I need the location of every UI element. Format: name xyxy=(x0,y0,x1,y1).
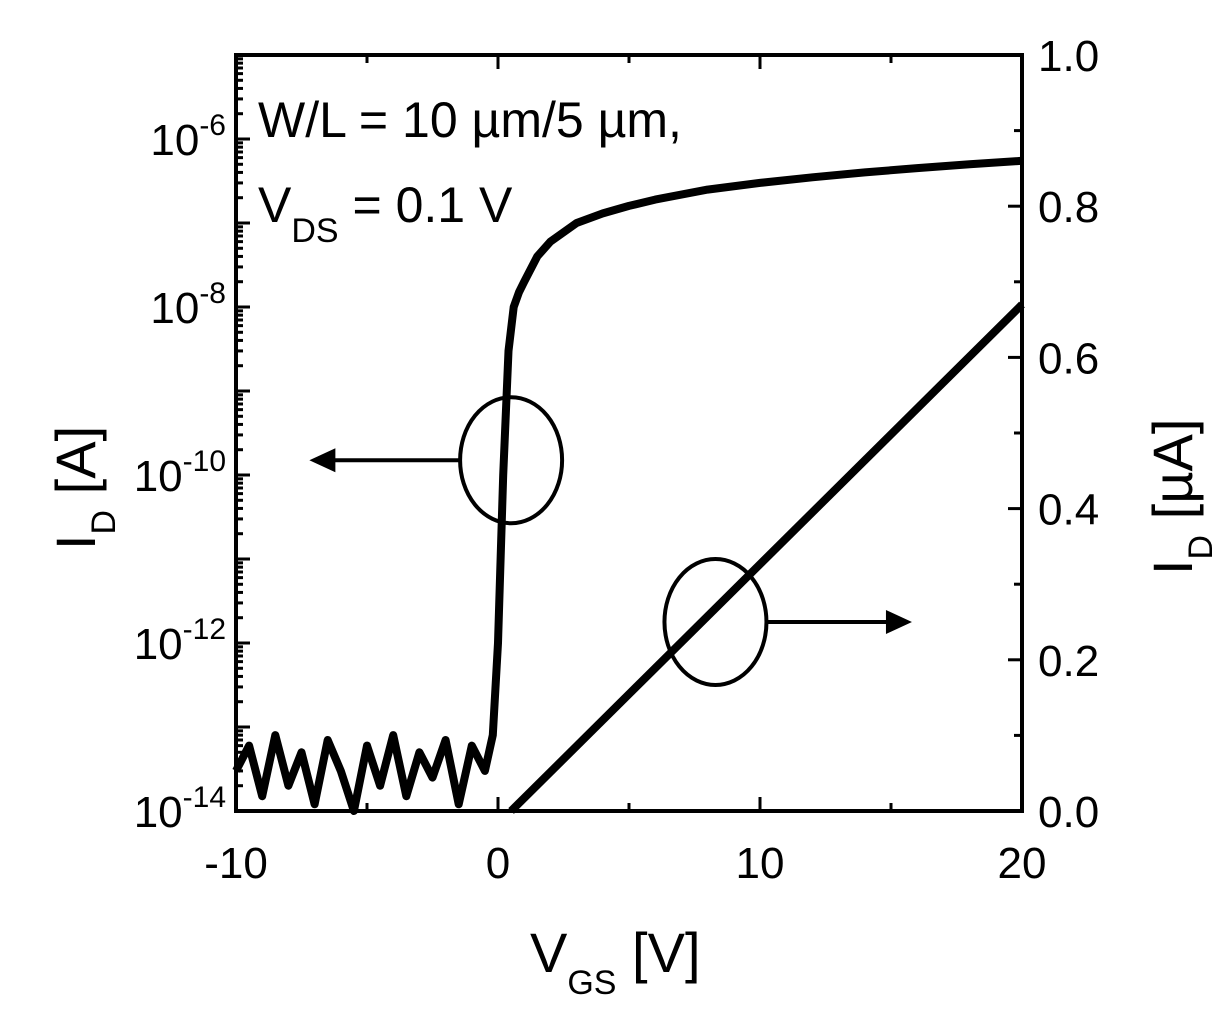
y-right-tick-label: 0.8 xyxy=(1038,183,1099,232)
y-right-tick-label: 0.0 xyxy=(1038,788,1099,837)
x-tick-label: 0 xyxy=(486,839,510,888)
x-tick-label: 20 xyxy=(998,839,1047,888)
y-right-title-sub: D xyxy=(1182,535,1219,560)
y-left-title-sub: D xyxy=(85,510,123,535)
tick-base: 10 xyxy=(134,788,183,837)
tick-base: 10 xyxy=(134,452,183,501)
data-curves xyxy=(232,156,1025,815)
y-left-tick-label: 10-6 xyxy=(150,109,226,165)
y-right-title-main: I xyxy=(1141,559,1204,575)
marker-ellipse xyxy=(458,395,565,526)
tick-exponent: -10 xyxy=(183,445,226,478)
y-right-title-rest: [µA] xyxy=(1141,419,1204,535)
x-tick-labels: -10 0 10 20 xyxy=(204,839,1046,888)
y-left-tick-label: 10-8 xyxy=(150,277,226,333)
marker-ellipse xyxy=(662,557,769,687)
arrow-left-head xyxy=(309,448,336,473)
tick-marks xyxy=(234,53,1024,813)
y-left-tick-label: 10-10 xyxy=(134,445,226,501)
y-right-axis-title: ID [µA] xyxy=(1141,419,1219,575)
x-axis-title-sub: GS xyxy=(567,964,616,1002)
tick-base: 10 xyxy=(150,284,199,333)
y-right-tick-labels: 0.0 0.2 0.4 0.6 0.8 1.0 xyxy=(1038,32,1099,837)
x-tick-label: 10 xyxy=(736,839,785,888)
arrow-right-head xyxy=(885,610,912,634)
annotation-line-1: W/L = 10 µm/5 µm, xyxy=(258,92,682,148)
x-axis-title-main: V xyxy=(530,921,568,984)
linear-transfer-curve xyxy=(508,301,1025,814)
x-tick-label: -10 xyxy=(204,839,268,888)
tick-base: 10 xyxy=(134,620,183,669)
log-transfer-curve xyxy=(232,156,1023,815)
y-right-tick-label: 0.4 xyxy=(1038,486,1099,535)
y-left-tick-label: 10-12 xyxy=(134,613,226,669)
tick-exponent: -12 xyxy=(183,613,226,646)
x-axis-title-rest: [V] xyxy=(616,921,700,984)
tick-exponent: -8 xyxy=(199,277,226,310)
y-left-title-rest: [A] xyxy=(44,426,107,510)
y-left-axis-title: ID [A] xyxy=(44,426,123,550)
y-left-title-main: I xyxy=(44,534,107,550)
annotation-line-2: VDS = 0.1 V xyxy=(258,177,513,250)
y-right-tick-label: 0.2 xyxy=(1038,637,1099,686)
y-right-tick-label: 1.0 xyxy=(1038,32,1099,81)
y-left-tick-label: 10-14 xyxy=(134,781,226,837)
tick-exponent: -6 xyxy=(199,109,226,142)
x-axis-title: VGS [V] xyxy=(530,921,701,1002)
y-right-tick-label: 0.6 xyxy=(1038,334,1099,383)
tick-base: 10 xyxy=(150,116,199,165)
axis-markers xyxy=(309,395,912,687)
annotation-v: V xyxy=(258,177,292,233)
annotation-ds-sub: DS xyxy=(291,212,338,250)
annotation-rest: = 0.1 V xyxy=(339,177,513,233)
tick-exponent: -14 xyxy=(183,781,226,814)
